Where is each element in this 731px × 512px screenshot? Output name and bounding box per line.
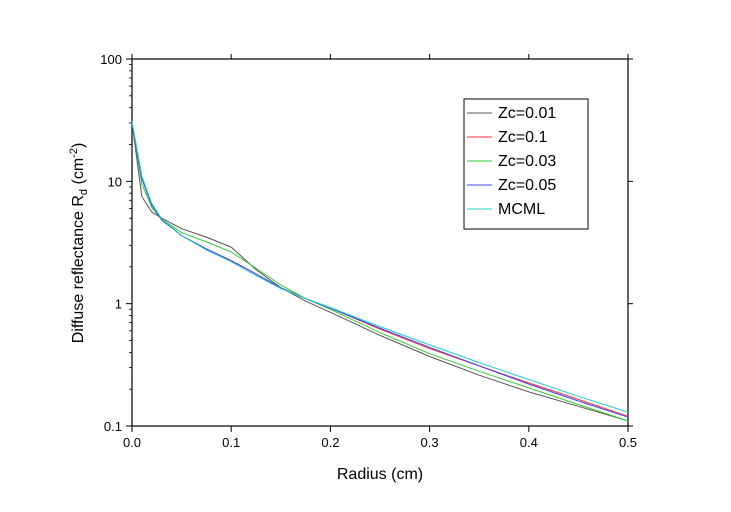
x-tick-label: 0.0 bbox=[123, 435, 141, 450]
y-tick-label: 100 bbox=[100, 52, 122, 67]
legend-label: Zc=0.01 bbox=[498, 105, 556, 122]
x-tick-label: 0.5 bbox=[619, 435, 637, 450]
x-axis-title: Radius (cm) bbox=[337, 466, 423, 483]
legend-box bbox=[463, 98, 589, 230]
series-line-4 bbox=[131, 121, 629, 413]
y-tick-label: 1 bbox=[115, 297, 122, 312]
legend: Zc=0.01 Zc=0.1 Zc=0.03 Zc=0.05 MCML bbox=[463, 98, 589, 230]
x-tick-label: 0.3 bbox=[421, 435, 439, 450]
y-tick-label: 0.1 bbox=[104, 419, 122, 434]
legend-label: Zc=0.1 bbox=[498, 129, 547, 146]
x-tick-label: 0.4 bbox=[520, 435, 538, 450]
x-tick-label: 0.1 bbox=[222, 435, 240, 450]
plot-area bbox=[131, 58, 629, 427]
plot-border bbox=[131, 58, 629, 427]
legend-label: Zc=0.03 bbox=[498, 153, 556, 170]
series-line-3 bbox=[131, 122, 629, 418]
legend-label: Zc=0.05 bbox=[498, 177, 556, 194]
legend-label: MCML bbox=[498, 201, 545, 218]
y-tick-label: 10 bbox=[108, 174, 122, 189]
y-axis-title: Diffuse reflectance Rd (cm-2) bbox=[68, 143, 90, 344]
x-tick-label: 0.2 bbox=[321, 435, 339, 450]
series-lines bbox=[131, 121, 629, 422]
